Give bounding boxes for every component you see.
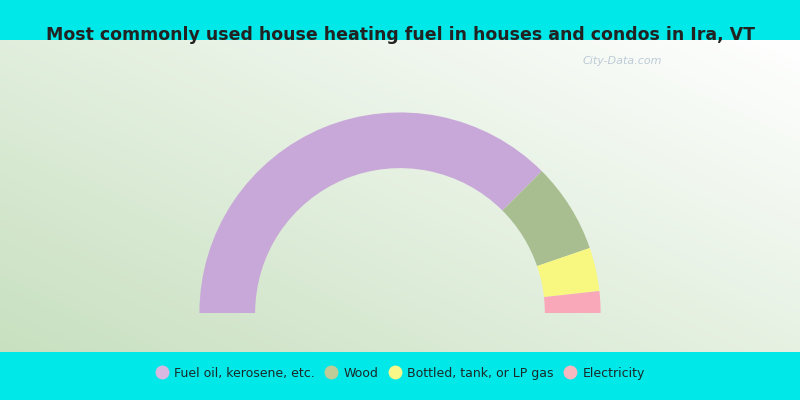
Legend: Fuel oil, kerosene, etc., Wood, Bottled, tank, or LP gas, Electricity: Fuel oil, kerosene, etc., Wood, Bottled,… xyxy=(150,362,650,385)
Wedge shape xyxy=(502,171,590,266)
Wedge shape xyxy=(544,291,601,313)
Wedge shape xyxy=(199,112,542,313)
Text: Most commonly used house heating fuel in houses and condos in Ira, VT: Most commonly used house heating fuel in… xyxy=(46,26,754,44)
Text: City-Data.com: City-Data.com xyxy=(582,56,662,66)
Wedge shape xyxy=(537,248,599,297)
